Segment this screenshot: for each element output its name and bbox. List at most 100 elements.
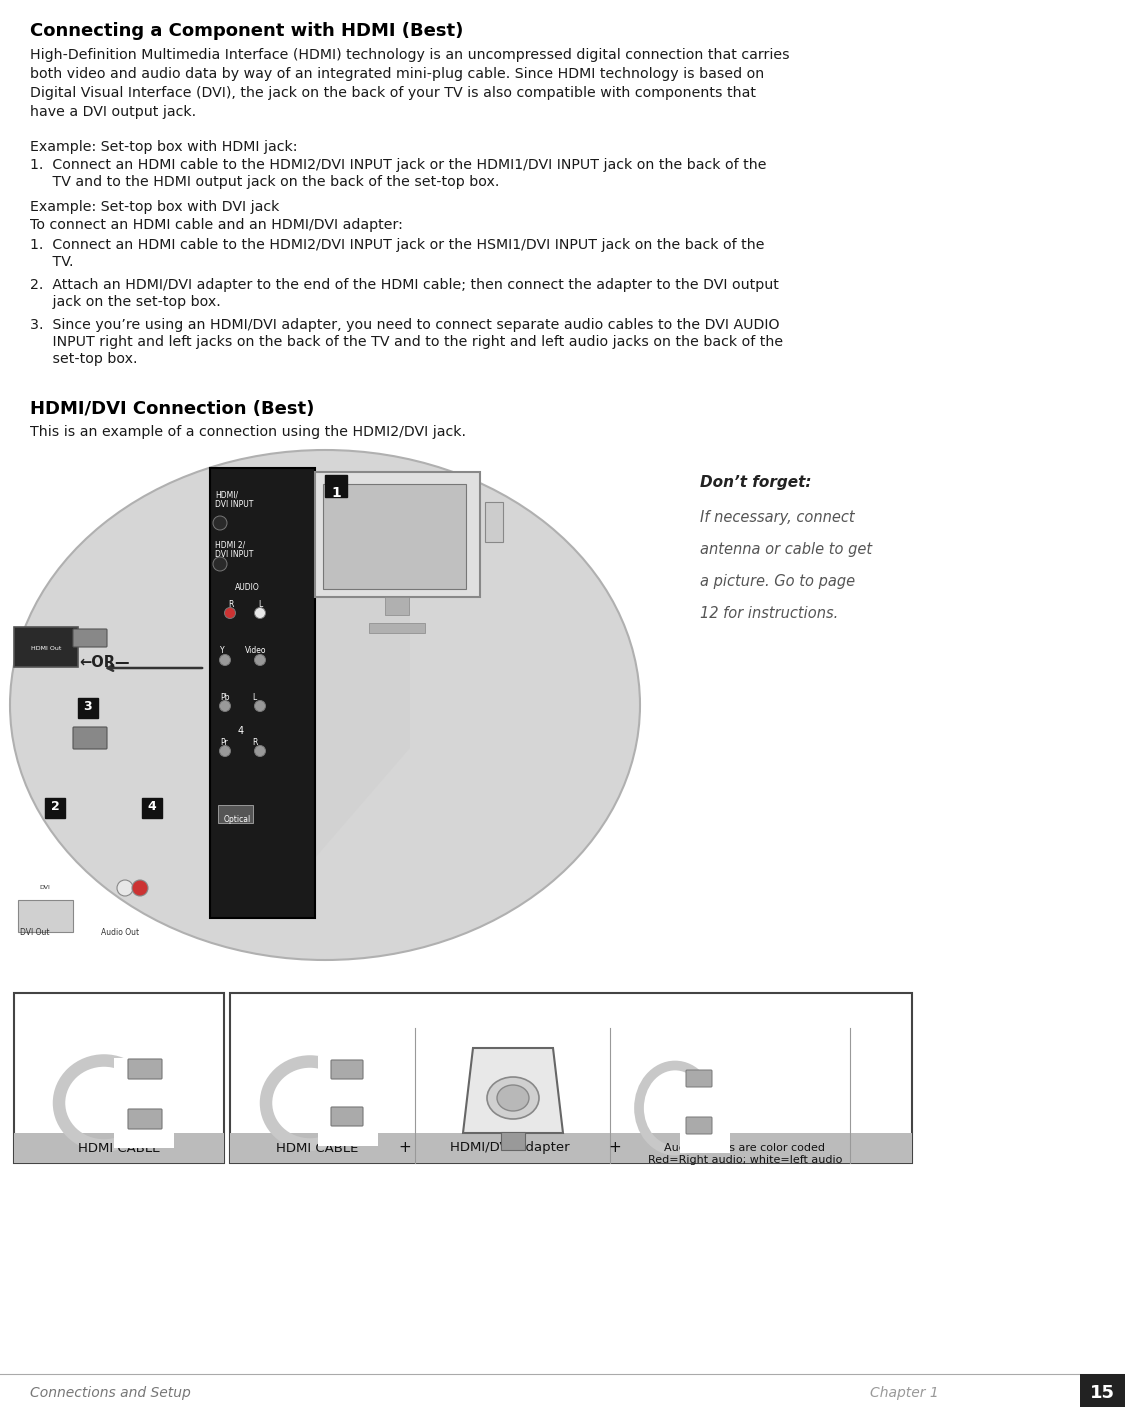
Text: 4: 4 [147,801,156,813]
Bar [14,993,224,1164]
Text: HDMI/: HDMI/ [215,490,238,499]
FancyBboxPatch shape [315,471,480,597]
FancyBboxPatch shape [331,1107,363,1126]
Polygon shape [315,508,410,858]
Bar [114,1058,174,1148]
FancyBboxPatch shape [73,727,107,749]
FancyBboxPatch shape [73,629,107,647]
Text: HDMI CABLE: HDMI CABLE [78,1141,160,1155]
Text: Y: Y [220,646,225,656]
Bar [323,484,466,590]
Text: L: L [258,599,262,609]
Text: ←OR—: ←OR— [79,656,129,670]
Circle shape [254,746,266,757]
Text: +: + [398,1141,412,1155]
Bar [18,900,73,931]
Text: 1.  Connect an HDMI cable to the HDMI2/DVI INPUT jack or the HSMI1/DVI INPUT jac: 1. Connect an HDMI cable to the HDMI2/DV… [30,238,765,252]
Text: Chapter 1: Chapter 1 [870,1386,938,1400]
Text: HDMI Out: HDMI Out [30,646,61,651]
Text: 3.  Since you’re using an HDMI/DVI adapter, you need to connect separate audio c: 3. Since you’re using an HDMI/DVI adapte… [30,318,780,332]
FancyBboxPatch shape [128,1059,162,1079]
Bar [1080,1375,1125,1407]
Text: 15: 15 [1089,1383,1115,1401]
Ellipse shape [497,1085,529,1112]
Text: Video: Video [245,646,267,656]
Text: Audio Out: Audio Out [101,929,140,937]
Text: 2.  Attach an HDMI/DVI adapter to the end of the HDMI cable; then connect the ad: 2. Attach an HDMI/DVI adapter to the end… [30,279,778,293]
Text: TV.: TV. [30,255,73,269]
Bar [229,1133,912,1164]
Text: DVI Out: DVI Out [20,929,50,937]
Text: 1: 1 [331,485,341,499]
Text: TV and to the HDMI output jack on the back of the set-top box.: TV and to the HDMI output jack on the ba… [30,174,500,189]
Text: Don’t forget:: Don’t forget: [700,476,811,490]
Text: DVI INPUT: DVI INPUT [215,550,253,559]
Circle shape [117,879,133,896]
Text: a picture. Go to page: a picture. Go to page [700,574,855,590]
Text: Example: Set-top box with HDMI jack:: Example: Set-top box with HDMI jack: [30,141,297,153]
Text: +: + [609,1141,621,1155]
Text: High-Definition Multimedia Interface (HDMI) technology is an uncompressed digita: High-Definition Multimedia Interface (HD… [30,48,790,118]
Text: HDMI/DVI Connection (Best): HDMI/DVI Connection (Best) [30,400,314,418]
Text: 2: 2 [51,801,60,813]
Text: set-top box.: set-top box. [30,352,137,366]
Text: 4: 4 [238,726,244,736]
Bar [78,698,98,718]
Text: HDMI/DVI Adapter: HDMI/DVI Adapter [450,1141,570,1155]
Circle shape [254,654,266,666]
Text: This is an example of a connection using the HDMI2/DVI jack.: This is an example of a connection using… [30,425,466,439]
Circle shape [254,701,266,712]
Text: Connecting a Component with HDMI (Best): Connecting a Component with HDMI (Best) [30,23,463,39]
Ellipse shape [10,450,640,960]
Text: 12 for instructions.: 12 for instructions. [700,606,838,620]
FancyBboxPatch shape [686,1069,712,1088]
Text: R: R [228,599,233,609]
Text: 1.  Connect an HDMI cable to the HDMI2/DVI INPUT jack or the HDMI1/DVI INPUT jac: 1. Connect an HDMI cable to the HDMI2/DV… [30,158,766,172]
FancyBboxPatch shape [14,628,78,667]
Bar [485,502,503,542]
Text: HDMI CABLE: HDMI CABLE [276,1141,358,1155]
Bar [45,798,65,817]
Text: DVI INPUT: DVI INPUT [215,499,253,509]
Circle shape [254,608,266,619]
Bar [142,798,162,817]
Circle shape [219,654,231,666]
Text: Example: Set-top box with DVI jack: Example: Set-top box with DVI jack [30,200,279,214]
Text: R: R [252,739,258,747]
Polygon shape [464,1048,562,1133]
Text: Audio cables are color coded
Red=Right audio; white=left audio: Audio cables are color coded Red=Right a… [648,1142,843,1165]
Text: Pb: Pb [220,694,229,702]
Circle shape [132,879,148,896]
FancyBboxPatch shape [686,1117,712,1134]
Text: If necessary, connect: If necessary, connect [700,509,855,525]
Text: 3: 3 [83,701,92,713]
Bar [325,476,346,497]
Circle shape [225,608,235,619]
Text: DVI: DVI [39,885,51,891]
Text: AUDIO: AUDIO [235,582,260,592]
Bar [385,597,410,615]
Bar [369,623,425,633]
Bar [218,805,253,823]
FancyBboxPatch shape [331,1059,363,1079]
Bar [210,469,315,917]
Circle shape [213,516,227,530]
Text: L: L [252,694,256,702]
Bar [318,1057,378,1145]
Circle shape [219,701,231,712]
Text: Pr: Pr [220,739,227,747]
Bar [14,1133,224,1164]
Bar [680,1083,730,1152]
Bar [501,1133,525,1150]
Text: Optical: Optical [224,815,251,825]
Circle shape [219,746,231,757]
Bar [229,993,912,1164]
Circle shape [213,557,227,571]
Text: INPUT right and left jacks on the back of the TV and to the right and left audio: INPUT right and left jacks on the back o… [30,335,783,349]
FancyBboxPatch shape [128,1109,162,1128]
Text: antenna or cable to get: antenna or cable to get [700,542,872,557]
Text: To connect an HDMI cable and an HDMI/DVI adapter:: To connect an HDMI cable and an HDMI/DVI… [30,218,403,232]
Ellipse shape [487,1076,539,1119]
Text: Connections and Setup: Connections and Setup [30,1386,191,1400]
Text: jack on the set-top box.: jack on the set-top box. [30,295,220,310]
